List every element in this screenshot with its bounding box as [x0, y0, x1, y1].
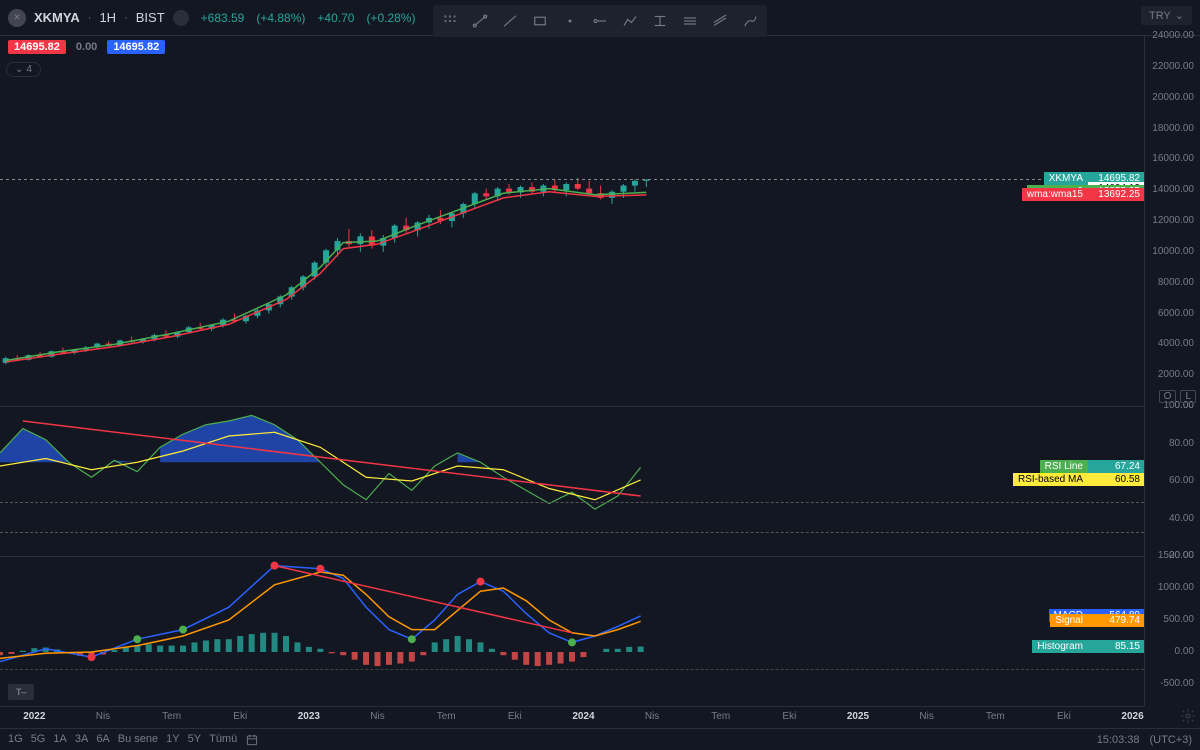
rsi-label: RSI-based MA60.58	[1013, 473, 1144, 486]
market-status-dot	[173, 10, 189, 26]
drawing-toolbar	[433, 5, 767, 37]
macd-zero-line	[0, 669, 1144, 670]
y-tick: 12000.00	[1152, 215, 1194, 226]
price-label: wma:wma1513692.25	[1022, 188, 1144, 201]
macd-label: Signal479.74	[1050, 614, 1144, 627]
price-chart[interactable]	[0, 36, 1144, 406]
rsi-label: RSI Line67.24	[1040, 460, 1144, 473]
y-tick: 500.00	[1163, 614, 1194, 625]
y-tick: 8000.00	[1158, 277, 1194, 288]
y-tick: 6000.00	[1158, 308, 1194, 319]
x-tick: Tem	[162, 711, 181, 722]
timeframe-button[interactable]: Bu sene	[118, 733, 158, 747]
clock-info: 15:03:38 (UTC+3)	[1097, 734, 1192, 746]
x-tick: Tem	[437, 711, 456, 722]
calendar-icon[interactable]	[245, 733, 259, 747]
settings-gear-icon[interactable]	[1180, 708, 1196, 724]
y-tick: 20000.00	[1152, 92, 1194, 103]
x-tick: 2025	[847, 711, 869, 722]
dot-tool[interactable]	[556, 8, 584, 34]
price-axis[interactable]: 24000.0022000.0020000.0018000.0016000.00…	[1144, 36, 1200, 706]
chart-area[interactable]	[0, 36, 1144, 706]
x-tick: Eki	[508, 711, 522, 722]
y-tick: 40.00	[1169, 513, 1194, 524]
y-tick: 14000.00	[1152, 184, 1194, 195]
x-tick: Eki	[233, 711, 247, 722]
line-tool[interactable]	[496, 8, 524, 34]
x-tick: Eki	[782, 711, 796, 722]
time-axis[interactable]: 2022 Nis Tem Eki 2023 Nis Tem Eki 2024 Nis Tem Eki 2…	[0, 706, 1144, 728]
y-tick: 16000.00	[1152, 153, 1194, 164]
tradingview-logo[interactable]: T⎯	[8, 684, 34, 700]
x-tick: 2024	[572, 711, 594, 722]
x-tick: Eki	[1057, 711, 1071, 722]
x-tick: Nis	[919, 711, 933, 722]
y-tick: 24000.00	[1152, 30, 1194, 41]
symbol-name: XKMYA	[34, 10, 80, 25]
currency-selector[interactable]: TRY ⌄	[1141, 6, 1192, 25]
macd-chart[interactable]	[0, 556, 1144, 684]
x-tick: 2023	[298, 711, 320, 722]
timeframe-button[interactable]: Tümü	[209, 733, 237, 747]
change-abs: +683.59	[201, 11, 245, 25]
chevron-down-icon: ⌄	[1175, 9, 1184, 22]
timeframe-button[interactable]: 5Y	[188, 733, 201, 747]
macd-label: Histogram85.15	[1032, 640, 1144, 653]
y-tick: 2000.00	[1158, 369, 1194, 380]
timeframe-button[interactable]: 5G	[31, 733, 46, 747]
y-tick: 80.00	[1169, 438, 1194, 449]
path-tool[interactable]	[616, 8, 644, 34]
y-tick: 60.00	[1169, 475, 1194, 486]
bottom-toolbar: 1G 5G 1A 3A 6A Bu sene 1Y 5Y Tümü 15:03:38 (UTC+…	[0, 728, 1200, 750]
x-tick: 2026	[1121, 711, 1143, 722]
crosshair-tool[interactable]	[436, 8, 464, 34]
y-tick: 1000.00	[1158, 582, 1194, 593]
timeframe-button[interactable]: 1G	[8, 733, 23, 747]
change2-pct: (+0.28%)	[366, 11, 415, 25]
symbol-group[interactable]: ✕ XKMYA · 1H · BIST	[8, 9, 189, 27]
timeframe-button[interactable]: 6A	[96, 733, 109, 747]
timeframe-buttons: 1G 5G 1A 3A 6A Bu sene 1Y 5Y Tümü	[8, 733, 259, 747]
x-tick: Tem	[986, 711, 1005, 722]
x-tick: Nis	[96, 711, 110, 722]
pitchfork-tool[interactable]	[736, 8, 764, 34]
change2-abs: +40.70	[317, 11, 354, 25]
change-pct: (+4.88%)	[256, 11, 305, 25]
rsi-70-line	[0, 502, 1144, 503]
timeframe-button[interactable]: 1A	[53, 733, 66, 747]
x-tick: Nis	[645, 711, 659, 722]
rsi-chart[interactable]	[0, 406, 1144, 556]
symbol-icon: ✕	[8, 9, 26, 27]
separator: ·	[124, 12, 128, 24]
ohlc-indicator[interactable]: OL	[1159, 390, 1196, 403]
separator: ·	[88, 12, 92, 24]
y-tick: 22000.00	[1152, 61, 1194, 72]
trendline-tool[interactable]	[466, 8, 494, 34]
x-tick: 2022	[23, 711, 45, 722]
parallel-tool[interactable]	[676, 8, 704, 34]
channel-tool[interactable]	[706, 8, 734, 34]
interval[interactable]: 1H	[99, 10, 116, 25]
x-tick: Nis	[370, 711, 384, 722]
y-tick: -500.00	[1160, 678, 1194, 689]
y-tick: 10000.00	[1152, 246, 1194, 257]
y-tick: 0.00	[1175, 646, 1194, 657]
horizontal-line-tool[interactable]	[586, 8, 614, 34]
y-tick: 18000.00	[1152, 123, 1194, 134]
clock-tz: (UTC+3)	[1150, 734, 1192, 746]
timeframe-button[interactable]: 3A	[75, 733, 88, 747]
fib-tool[interactable]	[646, 8, 674, 34]
clock-time: 15:03:38	[1097, 734, 1140, 746]
y-tick: 1500.00	[1158, 550, 1194, 561]
timeframe-button[interactable]: 1Y	[166, 733, 179, 747]
y-tick: 4000.00	[1158, 338, 1194, 349]
rsi-50-line	[0, 532, 1144, 533]
exchange: BIST	[136, 10, 165, 25]
x-tick: Tem	[711, 711, 730, 722]
rectangle-tool[interactable]	[526, 8, 554, 34]
